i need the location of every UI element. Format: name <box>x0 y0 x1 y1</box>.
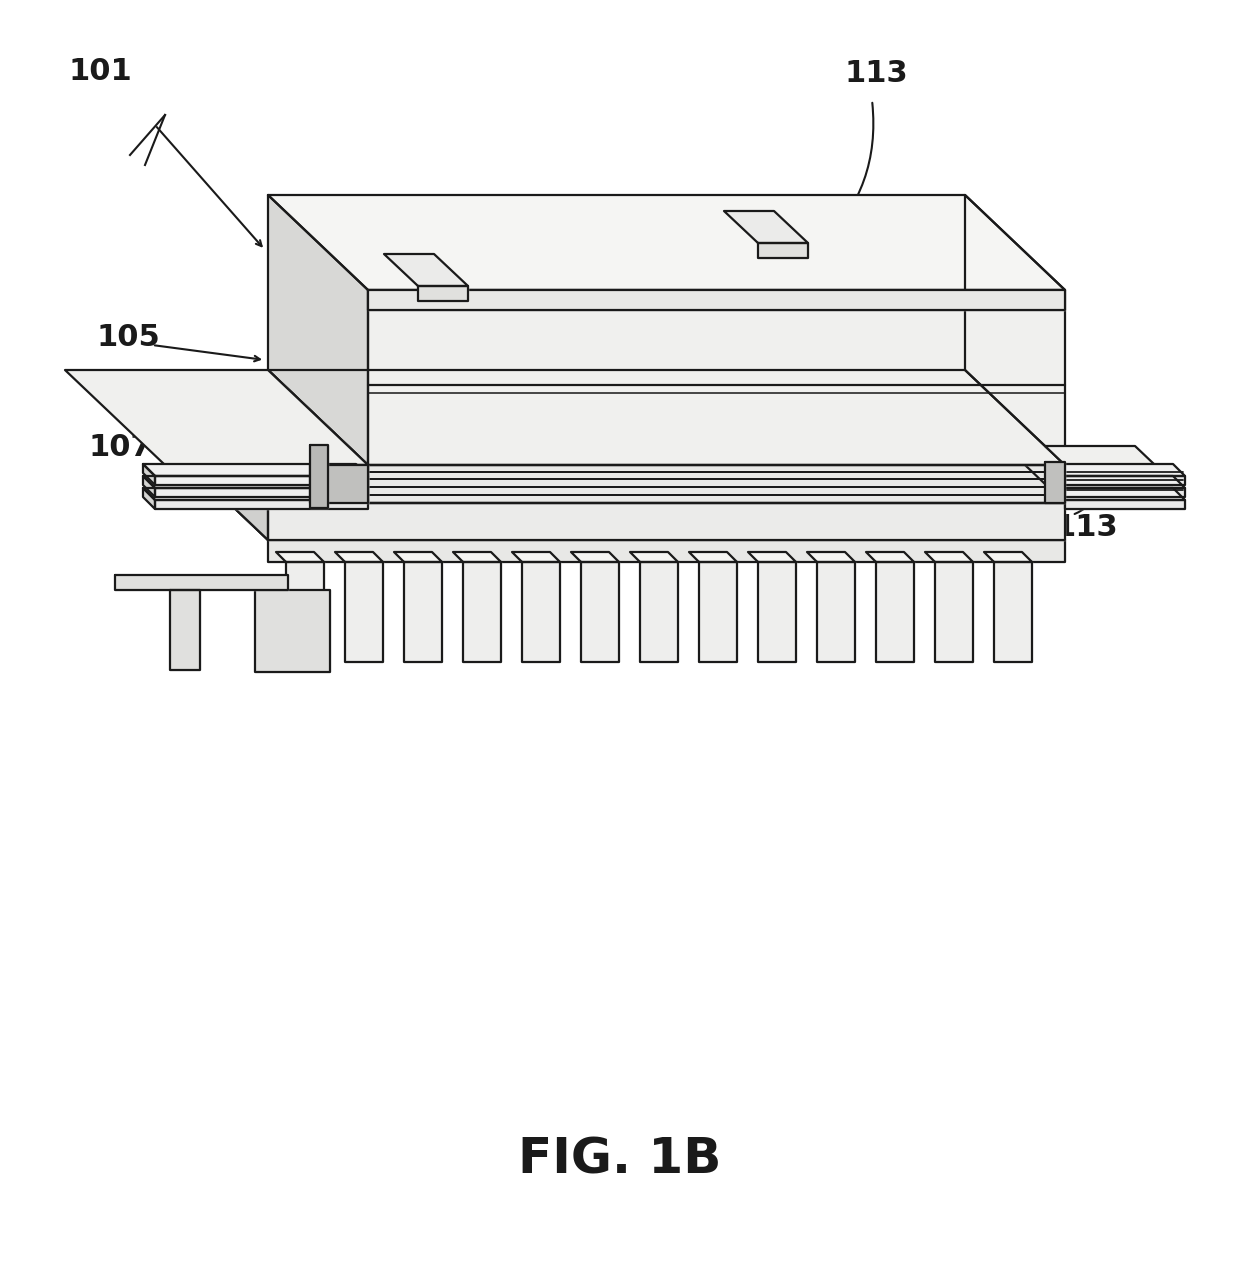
Polygon shape <box>1053 464 1185 476</box>
Polygon shape <box>758 243 808 258</box>
Polygon shape <box>64 370 368 466</box>
Polygon shape <box>875 561 914 663</box>
Polygon shape <box>640 561 678 663</box>
Polygon shape <box>463 561 501 663</box>
Polygon shape <box>994 561 1032 663</box>
Polygon shape <box>255 590 330 671</box>
Polygon shape <box>268 540 1065 561</box>
Polygon shape <box>268 370 1065 466</box>
Polygon shape <box>277 553 324 561</box>
Polygon shape <box>817 561 856 663</box>
Polygon shape <box>268 194 1065 290</box>
Polygon shape <box>1065 489 1185 498</box>
Polygon shape <box>1065 476 1185 485</box>
Polygon shape <box>699 561 737 663</box>
Polygon shape <box>748 553 796 561</box>
Polygon shape <box>167 408 268 540</box>
Polygon shape <box>310 466 368 503</box>
Polygon shape <box>522 561 560 663</box>
Polygon shape <box>394 553 441 561</box>
Polygon shape <box>143 476 155 498</box>
Polygon shape <box>335 553 383 561</box>
Polygon shape <box>807 553 856 561</box>
Text: 113: 113 <box>844 59 909 87</box>
Polygon shape <box>345 561 383 663</box>
Text: FIG. 1B: FIG. 1B <box>518 1136 722 1184</box>
Polygon shape <box>143 476 368 489</box>
Text: 101: 101 <box>68 58 131 87</box>
Polygon shape <box>165 466 368 503</box>
Polygon shape <box>143 464 155 485</box>
Polygon shape <box>155 489 368 498</box>
Polygon shape <box>724 211 808 243</box>
Polygon shape <box>570 553 619 561</box>
Polygon shape <box>170 590 200 670</box>
Polygon shape <box>167 427 268 540</box>
Polygon shape <box>143 489 155 509</box>
Polygon shape <box>115 576 288 590</box>
Polygon shape <box>512 553 560 561</box>
Polygon shape <box>310 445 329 508</box>
Polygon shape <box>418 286 467 301</box>
Polygon shape <box>1045 446 1154 466</box>
Polygon shape <box>453 553 501 561</box>
Polygon shape <box>268 503 1065 540</box>
Polygon shape <box>758 561 796 663</box>
Polygon shape <box>286 561 324 663</box>
Polygon shape <box>368 290 1065 466</box>
Polygon shape <box>630 553 678 561</box>
Polygon shape <box>268 194 368 466</box>
Polygon shape <box>368 290 1065 310</box>
Polygon shape <box>155 500 368 509</box>
Polygon shape <box>582 561 619 663</box>
Polygon shape <box>1065 466 1154 503</box>
Polygon shape <box>925 553 973 561</box>
Polygon shape <box>143 464 368 476</box>
Text: 113: 113 <box>1055 513 1118 542</box>
Polygon shape <box>1045 462 1065 503</box>
Polygon shape <box>167 408 1065 503</box>
Polygon shape <box>268 370 368 503</box>
Polygon shape <box>1065 500 1185 509</box>
Polygon shape <box>384 255 467 286</box>
Polygon shape <box>155 476 368 485</box>
Polygon shape <box>368 466 1065 503</box>
Text: 105: 105 <box>97 324 161 353</box>
Polygon shape <box>404 561 441 663</box>
Polygon shape <box>689 553 737 561</box>
Polygon shape <box>985 553 1032 561</box>
Polygon shape <box>866 553 914 561</box>
Polygon shape <box>143 489 368 500</box>
Text: 107: 107 <box>88 432 151 462</box>
Polygon shape <box>1053 489 1185 500</box>
Polygon shape <box>1053 476 1185 489</box>
Polygon shape <box>935 561 973 663</box>
Polygon shape <box>167 445 1065 540</box>
